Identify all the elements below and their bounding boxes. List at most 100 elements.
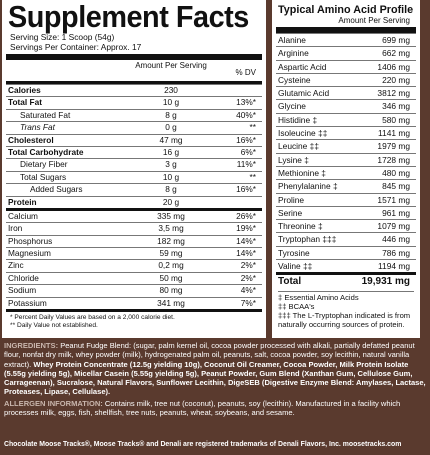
nutrient-amount: 59 mg (159, 248, 183, 259)
amino-value: 1979 mg (377, 141, 410, 152)
amino-value: 446 mg (382, 234, 410, 245)
amino-label: Phenylalanine ‡ (278, 181, 338, 192)
amino-value: 3812 mg (377, 88, 410, 99)
nutrient-row: Phosphorus 182 mg 14%* (6, 234, 262, 247)
amino-note-bcaa: ‡‡ BCAA's (278, 302, 315, 312)
amino-row: Glycine 346 mg (276, 99, 416, 112)
amino-total-row: Total 19,931 mg (276, 272, 416, 289)
nutrient-amount: 47 mg (159, 134, 183, 145)
amino-label: Methionine ‡ (278, 167, 326, 178)
servings-per-container: Servings Per Container: Approx. 17 (10, 42, 142, 52)
amino-label: Tyrosine (278, 247, 310, 258)
nutrient-row: Iron 3,5 mg 19%* (6, 222, 262, 234)
amino-total-label: Total (278, 276, 302, 288)
nutrient-row: Saturated Fat 8 g 40%* (6, 108, 262, 121)
nutrient-dv: 6%* (240, 146, 256, 157)
nutrient-label: Cholesterol (8, 134, 54, 145)
nutrient-label: Added Sugars (30, 184, 83, 195)
nutrient-dv: 40%* (236, 109, 256, 120)
supplement-facts-title: Supplement Facts (8, 0, 249, 34)
amino-row: Lysine ‡ 1728 mg (276, 152, 416, 166)
amino-row: Cysteine 220 mg (276, 72, 416, 86)
amino-value: 1571 mg (377, 194, 410, 205)
nutrient-label: Trans Fat (20, 122, 55, 133)
amino-value: 580 mg (382, 114, 410, 125)
amino-value: 1194 mg (378, 261, 410, 272)
nutrient-label: Magnesium (8, 248, 51, 259)
nutrient-row: Protein 20 g (6, 195, 262, 208)
nutrient-dv: 7%* (240, 297, 256, 308)
nutrient-row: Potassium 341 mg 7%* (6, 296, 262, 309)
amino-value: 1406 mg (377, 61, 410, 72)
allergen-heading: ALLERGEN INFORMATION: (4, 399, 103, 408)
amino-row: Isoleucine ‡‡ 1141 mg (276, 126, 416, 139)
ingredients-enzyme-detail: (Digestive Enzyme Blend: Amylases, Lacta… (4, 378, 426, 397)
nutrient-label: Calories (8, 85, 41, 95)
nutrient-row: Zinc 0,2 mg 2%* (6, 259, 262, 271)
nutrient-amount: 0,2 mg (158, 260, 184, 271)
amino-row: Proline 1571 mg (276, 192, 416, 206)
nutrient-dv: 16%* (236, 184, 256, 195)
amino-row: Serine 961 mg (276, 205, 416, 219)
divider-medium (6, 309, 262, 313)
amino-row: Valine ‡‡ 1194 mg (276, 259, 416, 272)
amino-label: Glutamic Acid (278, 88, 330, 99)
amino-value: 480 mg (382, 167, 410, 178)
nutrient-amount: 16 g (162, 146, 180, 157)
nutrient-amount: 3,5 mg (158, 223, 184, 234)
nutrient-label: Protein (8, 196, 37, 207)
amino-label: Arginine (278, 48, 309, 59)
nutrient-amount: 8 g (165, 184, 177, 195)
amino-rows: Alanine 699 mg Arginine 662 mg Aspartic Acid… (272, 33, 420, 272)
footnote-dv: * Percent Daily Values are based on a 2,… (10, 314, 175, 322)
nutrient-row: Total Sugars 10 g ** (6, 170, 262, 183)
amino-row: Glutamic Acid 3812 mg (276, 86, 416, 99)
amino-label: Lysine ‡ (278, 154, 309, 165)
divider-thick (6, 54, 262, 60)
amount-per-serving-header: Amount Per Serving (135, 61, 207, 70)
nutrient-row: Calories 230 (6, 84, 262, 96)
nutrient-dv: 16%* (236, 134, 256, 145)
serving-size: Serving Size: 1 Scoop (54g) (10, 32, 115, 42)
amino-row: Phenylalanine ‡ 845 mg (276, 179, 416, 192)
amino-value: 699 mg (382, 35, 410, 45)
footnote-not-established: ** Daily Value not established. (10, 322, 98, 330)
amino-label: Glycine (278, 101, 306, 112)
divider-medium (6, 81, 262, 84)
nutrient-label: Total Sugars (20, 171, 67, 182)
ingredients-blend: Peanut Fudge Blend: (sugar, palm kernel … (4, 341, 415, 369)
nutrient-amount: 341 mg (157, 297, 185, 308)
amino-row: Tryptophan ‡‡‡ 446 mg (276, 232, 416, 245)
amino-value: 961 mg (382, 207, 410, 218)
supplement-facts-panel: Supplement Facts Serving Size: 1 Scoop (… (2, 0, 266, 338)
nutrient-row: Chloride 50 mg 2%* (6, 271, 262, 284)
ingredients-block: INGREDIENTS: Peanut Fudge Blend: (sugar,… (4, 341, 426, 397)
ingredients-heading: INGREDIENTS: (4, 341, 59, 350)
amino-total-value: 19,931 mg (361, 276, 410, 288)
nutrient-row: Dietary Fiber 3 g 11%* (6, 158, 262, 170)
amino-row: Alanine 699 mg (276, 33, 416, 46)
amino-value: 1728 mg (377, 154, 410, 165)
amino-label: Isoleucine ‡‡ (278, 128, 328, 139)
amino-row: Methionine ‡ 480 mg (276, 165, 416, 179)
nutrient-label: Sodium (8, 285, 37, 296)
nutrient-label: Zinc (8, 260, 24, 271)
amino-row: Leucine ‡‡ 1979 mg (276, 139, 416, 152)
nutrient-row: Added Sugars 8 g 16%* (6, 183, 262, 195)
nutrient-dv: 19%* (236, 223, 256, 234)
nutrient-label: Dietary Fiber (20, 159, 68, 170)
amino-label: Tryptophan ‡‡‡ (278, 234, 337, 245)
amino-acid-panel: Typical Amino Acid Profile Amount Per Se… (272, 0, 420, 338)
nutrient-rows: Calories 230 Total Fat 10 g 13%* Saturated Fa… (2, 84, 266, 309)
nutrient-amount: 3 g (165, 159, 177, 170)
nutrient-amount: 8 g (165, 109, 177, 120)
nutrient-label: Iron (8, 223, 23, 234)
amino-note-essential: ‡ Essential Amino Acids (278, 293, 359, 303)
ingredients-proteins: Whey Protein Concentrate (12.5g yielding… (4, 359, 413, 388)
nutrient-amount: 10 g (162, 171, 180, 182)
amino-label: Histidine ‡ (278, 114, 318, 125)
amino-label: Aspartic Acid (278, 61, 327, 72)
amino-value: 662 mg (382, 48, 410, 59)
nutrient-row: Trans Fat 0 g ** (6, 121, 262, 133)
dv-header: % DV (235, 68, 256, 77)
